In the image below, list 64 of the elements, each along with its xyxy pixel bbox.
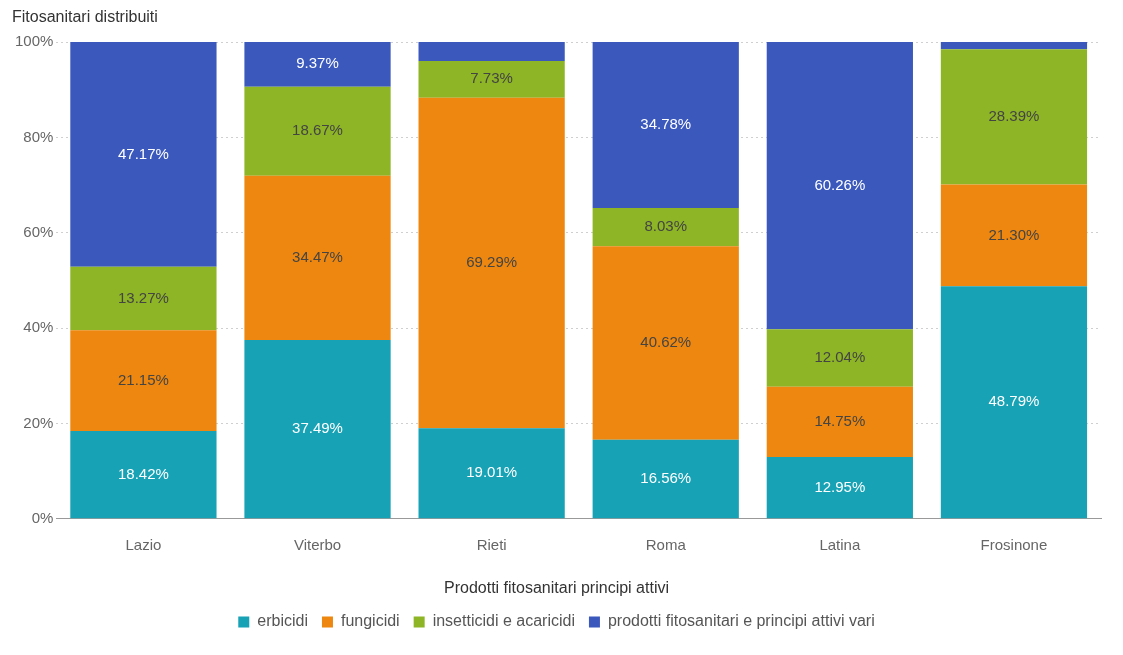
x-tick-label: Viterbo [293,535,342,553]
data-label: 69.29% [466,253,518,271]
data-label: 14.75% [814,412,866,430]
data-label: 19.01% [466,463,518,481]
bar [940,184,1088,287]
bar [244,340,391,519]
bar [244,175,391,341]
legend-label: erbicidi [257,612,308,630]
y-tick-label: 100% [14,32,54,50]
bar [418,42,565,61]
y-tick-label: 80% [23,127,54,145]
bar [244,86,391,176]
legend-title: Prodotti fitosanitari principi attivi [444,579,669,597]
bar [70,330,217,431]
data-label: 34.47% [292,248,343,266]
bar [70,266,217,331]
data-label: 48.79% [988,392,1040,410]
bar [592,207,739,247]
x-tick-label: Rieti [476,535,507,553]
data-label: 21.15% [117,370,169,388]
data-label: 18.67% [292,121,343,139]
data-label: 16.56% [640,469,692,487]
bar [244,42,391,87]
bar [766,329,913,387]
bar [940,286,1088,519]
y-tick-label: 20% [23,413,54,431]
bar [592,439,739,519]
data-label: 28.39% [988,107,1040,125]
data-label: 8.03% [644,217,688,235]
x-tick-label: Frosinone [980,535,1048,553]
bar [940,49,1088,185]
y-axis-title: Fitosanitari distribuiti [11,8,159,27]
data-label: 47.17% [117,144,169,162]
legend-label: insetticidi e acaricidi [432,612,575,630]
bar [766,42,913,330]
bar [418,428,565,519]
data-label: 40.62% [640,333,692,351]
bar [418,97,565,429]
data-label: 12.95% [814,477,866,495]
data-label: 13.27% [117,288,169,306]
bar [766,457,913,519]
y-tick-label: 60% [23,222,54,240]
data-label: 18.42% [117,464,169,482]
bar [592,246,739,440]
y-tick-label: 40% [23,318,54,336]
bar [766,386,913,458]
data-label: 60.26% [814,175,866,193]
bar [592,42,739,208]
y-tick-label: 0% [31,508,54,526]
bar [940,42,1088,50]
bar [418,60,565,98]
data-label: 34.78% [640,115,692,133]
legend-label: prodotti fitosanitari e principi attivi vari [607,612,875,630]
data-label: 12.04% [814,348,866,366]
x-tick-label: Latina [819,535,861,553]
bar [70,42,217,267]
data-label: 21.30% [988,225,1040,243]
data-label: 9.37% [296,54,339,72]
bar [70,430,217,519]
legend-label: fungicidi [340,612,400,630]
x-tick-label: Lazio [125,535,162,553]
data-label: 7.73% [470,69,513,87]
x-tick-label: Roma [645,535,687,553]
data-label: 37.49% [292,419,343,437]
